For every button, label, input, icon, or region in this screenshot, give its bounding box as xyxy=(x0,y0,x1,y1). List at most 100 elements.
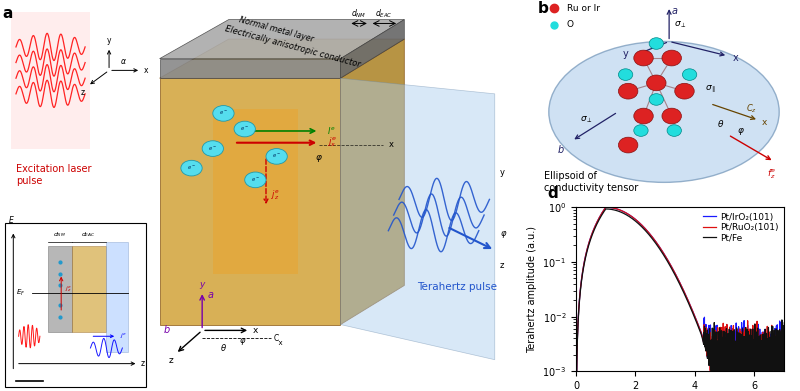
Text: $\varphi$: $\varphi$ xyxy=(737,126,745,137)
Text: y: y xyxy=(622,49,628,59)
Legend: Pt/IrO₂(101), Pt/RuO₂(101), Pt/Fe: Pt/IrO₂(101), Pt/RuO₂(101), Pt/Fe xyxy=(702,212,779,243)
Text: a: a xyxy=(2,6,13,21)
Polygon shape xyxy=(341,20,404,78)
Line: Pt/IrO₂(101): Pt/IrO₂(101) xyxy=(576,207,784,391)
Text: O: O xyxy=(566,20,574,29)
Text: $d_{EAC}$: $d_{EAC}$ xyxy=(375,7,393,20)
Circle shape xyxy=(245,172,266,188)
Circle shape xyxy=(266,149,287,164)
FancyBboxPatch shape xyxy=(6,223,146,387)
Circle shape xyxy=(662,50,682,66)
Polygon shape xyxy=(160,78,341,325)
Text: x: x xyxy=(144,66,148,75)
Text: $f^e_z$: $f^e_z$ xyxy=(766,168,776,181)
Pt/RuO₂(101) xyxy=(779,355,789,359)
Text: Excitation laser
pulse: Excitation laser pulse xyxy=(16,164,91,186)
Y-axis label: Terahertz amplitude (a.u.): Terahertz amplitude (a.u.) xyxy=(526,226,537,353)
Circle shape xyxy=(181,160,202,176)
Text: $j^e$: $j^e$ xyxy=(120,332,127,341)
Pt/IrO₂(101) xyxy=(673,276,682,280)
Circle shape xyxy=(634,108,654,124)
Text: Ru or Ir: Ru or Ir xyxy=(566,4,600,13)
Circle shape xyxy=(634,50,654,66)
Polygon shape xyxy=(341,78,494,360)
Circle shape xyxy=(674,83,694,99)
Text: z: z xyxy=(168,356,173,365)
Text: $e^-$: $e^-$ xyxy=(272,152,281,160)
Circle shape xyxy=(646,75,666,91)
Pt/Fe xyxy=(774,350,783,355)
Text: $e^-$: $e^-$ xyxy=(208,145,218,152)
Text: a: a xyxy=(672,6,678,16)
Polygon shape xyxy=(213,109,298,274)
Text: $e^-$: $e^-$ xyxy=(240,125,249,133)
Pt/Fe xyxy=(667,267,677,271)
Text: b: b xyxy=(538,1,548,16)
Pt/IrO₂(101) xyxy=(779,349,789,353)
Pt/RuO₂(101) xyxy=(735,374,745,378)
Circle shape xyxy=(213,106,234,121)
Circle shape xyxy=(234,121,255,137)
Text: Ellipsoid of
conductivity tensor: Ellipsoid of conductivity tensor xyxy=(544,171,638,193)
Text: y: y xyxy=(107,36,111,45)
Text: z: z xyxy=(81,88,85,97)
Pt/IrO₂(101) xyxy=(735,382,745,386)
Text: z: z xyxy=(141,359,145,368)
FancyBboxPatch shape xyxy=(106,242,128,352)
Circle shape xyxy=(618,83,638,99)
Text: x: x xyxy=(274,340,282,346)
Circle shape xyxy=(618,137,638,153)
Text: $j^e_x$: $j^e_x$ xyxy=(327,136,337,149)
Text: $\sigma_\perp$: $\sigma_\perp$ xyxy=(579,115,593,126)
Pt/Fe xyxy=(582,249,592,254)
Line: Pt/Fe: Pt/Fe xyxy=(576,209,784,391)
Circle shape xyxy=(618,69,633,81)
Polygon shape xyxy=(10,12,90,149)
Text: $d_{EAC}$: $d_{EAC}$ xyxy=(82,230,96,239)
Pt/Fe xyxy=(601,206,610,211)
Text: x: x xyxy=(388,140,394,149)
Text: b: b xyxy=(164,325,170,335)
Text: $E_F$: $E_F$ xyxy=(16,288,26,298)
Pt/RuO₂(101) xyxy=(582,248,592,253)
Text: Normal metal layer: Normal metal layer xyxy=(238,15,315,44)
Pt/Fe xyxy=(735,356,745,361)
Pt/IrO₂(101) xyxy=(667,265,677,270)
Polygon shape xyxy=(341,39,404,325)
Text: a: a xyxy=(207,290,214,300)
Text: Terahertz pulse: Terahertz pulse xyxy=(418,282,498,292)
Pt/Fe xyxy=(779,346,789,350)
Pt/IrO₂(101) xyxy=(582,248,592,253)
Text: $\varphi$: $\varphi$ xyxy=(315,153,323,164)
Text: x: x xyxy=(253,326,258,335)
Pt/IrO₂(101) xyxy=(601,205,610,210)
Text: x: x xyxy=(733,53,739,63)
Text: b: b xyxy=(558,145,564,155)
Text: $C_z$: $C_z$ xyxy=(746,102,757,115)
Line: Pt/RuO₂(101): Pt/RuO₂(101) xyxy=(576,207,784,391)
Text: $e^-$: $e^-$ xyxy=(251,176,260,184)
Text: $j^e_z$: $j^e_z$ xyxy=(271,189,281,202)
Text: $\sigma_\parallel$: $\sigma_\parallel$ xyxy=(705,84,716,95)
Text: y: y xyxy=(500,167,505,177)
Text: y: y xyxy=(199,280,205,289)
Circle shape xyxy=(649,94,663,105)
Text: $e^-$: $e^-$ xyxy=(219,109,228,117)
Pt/RuO₂(101) xyxy=(667,265,677,270)
Polygon shape xyxy=(160,59,341,78)
Circle shape xyxy=(667,125,682,136)
Text: Electrically anisotropic conductor: Electrically anisotropic conductor xyxy=(224,25,362,69)
Circle shape xyxy=(649,38,663,49)
Text: $\alpha$: $\alpha$ xyxy=(120,57,126,66)
Pt/RuO₂(101) xyxy=(774,359,783,364)
Text: $I^e$: $I^e$ xyxy=(327,126,336,136)
Text: $d_{NM}$: $d_{NM}$ xyxy=(53,230,66,239)
Text: $\varphi$: $\varphi$ xyxy=(500,229,507,240)
Pt/IrO₂(101) xyxy=(773,360,782,364)
Pt/IrO₂(101) xyxy=(774,365,783,370)
FancyBboxPatch shape xyxy=(72,246,106,332)
Polygon shape xyxy=(160,39,404,78)
Circle shape xyxy=(682,69,697,81)
Ellipse shape xyxy=(549,41,779,182)
Text: $\theta$: $\theta$ xyxy=(717,118,724,129)
